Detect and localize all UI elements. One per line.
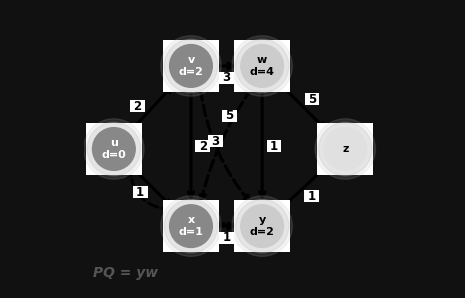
Circle shape [161,196,221,256]
Text: v
d=2: v d=2 [179,55,203,77]
FancyBboxPatch shape [195,140,210,152]
Text: x
d=1: x d=1 [179,215,203,237]
FancyBboxPatch shape [163,40,219,91]
Circle shape [324,128,366,170]
Circle shape [164,39,218,93]
Circle shape [235,199,289,253]
FancyBboxPatch shape [219,232,234,244]
Circle shape [87,122,140,176]
Circle shape [161,36,221,96]
FancyBboxPatch shape [234,40,290,91]
Text: 1: 1 [270,139,278,153]
Text: w
d=4: w d=4 [250,55,275,77]
FancyBboxPatch shape [234,201,290,252]
FancyBboxPatch shape [317,123,373,175]
Circle shape [319,122,372,176]
FancyBboxPatch shape [305,93,319,105]
Text: z: z [342,144,348,154]
Circle shape [170,205,213,247]
FancyBboxPatch shape [266,140,281,152]
Text: 2: 2 [133,100,142,113]
FancyBboxPatch shape [305,190,319,202]
Text: 2: 2 [199,139,207,153]
FancyBboxPatch shape [133,186,147,198]
Text: 1: 1 [136,186,144,198]
FancyBboxPatch shape [222,110,237,122]
Circle shape [315,119,375,179]
FancyBboxPatch shape [86,123,142,175]
Text: y
d=2: y d=2 [250,215,275,237]
Circle shape [93,128,135,170]
Circle shape [235,39,289,93]
Text: PQ = yw: PQ = yw [93,266,158,280]
FancyBboxPatch shape [208,135,223,148]
Text: 3: 3 [212,135,220,148]
Circle shape [232,196,292,256]
Circle shape [241,45,284,87]
Text: 1: 1 [308,190,316,203]
Circle shape [241,205,284,247]
Text: u
d=0: u d=0 [101,138,126,160]
Circle shape [84,119,144,179]
Text: 1: 1 [223,232,231,244]
Circle shape [164,199,218,253]
Text: 5: 5 [226,109,233,122]
Text: 3: 3 [223,71,231,84]
FancyBboxPatch shape [163,201,219,252]
FancyBboxPatch shape [130,100,145,112]
Text: 5: 5 [308,93,316,105]
Circle shape [232,36,292,96]
FancyBboxPatch shape [219,72,234,84]
Circle shape [170,45,213,87]
